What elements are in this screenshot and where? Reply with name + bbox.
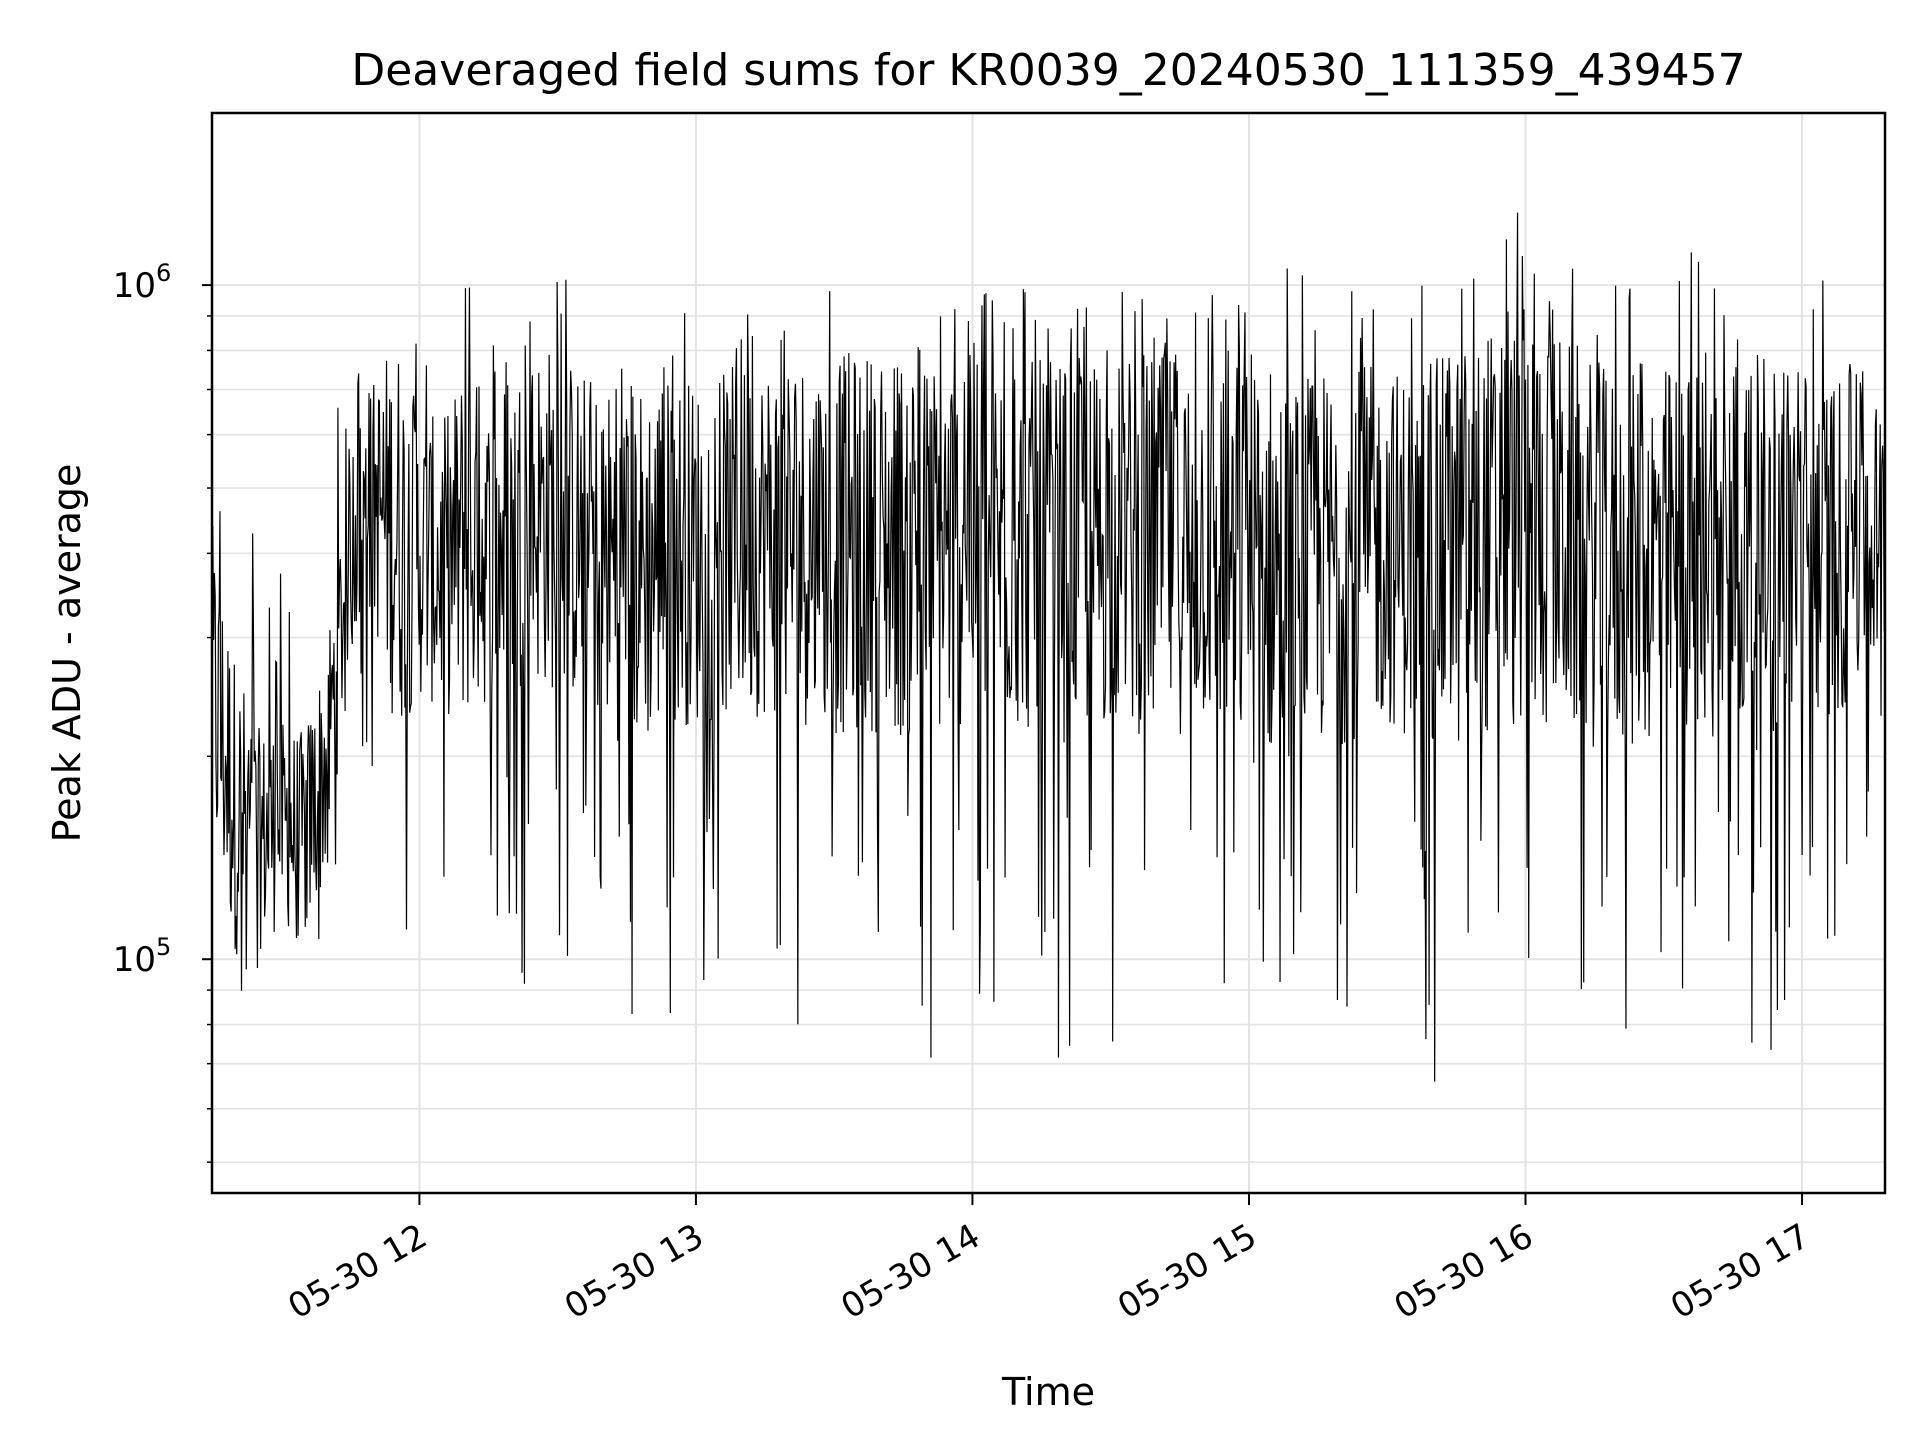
x-tick-label: 05-30 14 (835, 1216, 987, 1327)
chart-title: Deaveraged field sums for KR0039_2024053… (351, 45, 1745, 96)
y-axis-label: Peak ADU - average (45, 464, 89, 843)
x-tick-label: 05-30 17 (1664, 1216, 1816, 1327)
y-tick-label: 106 (113, 259, 172, 306)
data-series (211, 212, 1886, 1082)
x-axis-label: Time (1001, 1370, 1095, 1414)
x-tick-label: 05-30 13 (558, 1216, 710, 1327)
y-tick-label: 105 (113, 933, 172, 980)
x-tick-label: 05-30 12 (282, 1216, 434, 1327)
x-tick-label: 05-30 16 (1388, 1216, 1540, 1327)
x-tick-label: 05-30 15 (1111, 1216, 1263, 1327)
series-line (211, 212, 1886, 1082)
plot-area-frame (210, 111, 1887, 1195)
